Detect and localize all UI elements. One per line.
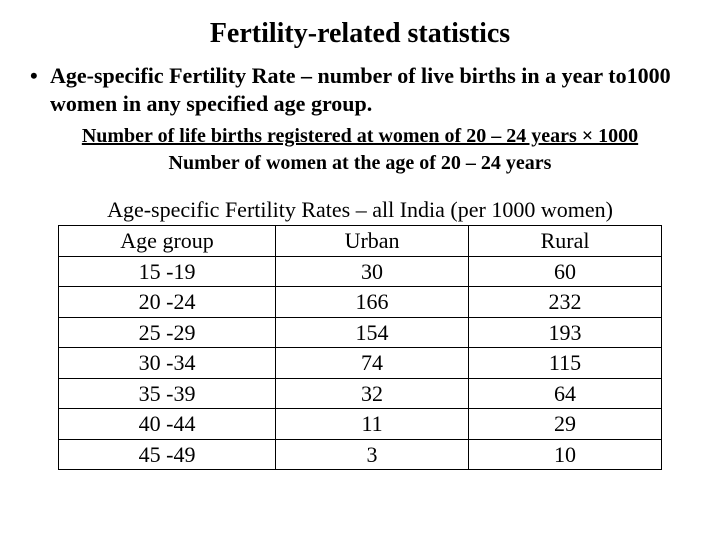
table-cell: 166 — [276, 287, 469, 318]
table-cell: 115 — [469, 348, 662, 379]
formula-numerator: Number of life births registered at wome… — [28, 123, 692, 150]
table-row: 15 -193060 — [59, 256, 662, 287]
col-header-urban: Urban — [276, 226, 469, 257]
table-cell: 15 -19 — [59, 256, 276, 287]
table-row: 20 -24166232 — [59, 287, 662, 318]
col-header-age: Age group — [59, 226, 276, 257]
table-cell: 29 — [469, 409, 662, 440]
table-section: Age-specific Fertility Rates – all India… — [28, 197, 692, 470]
table-cell: 193 — [469, 317, 662, 348]
table-row: 45 -49310 — [59, 439, 662, 470]
table-cell: 25 -29 — [59, 317, 276, 348]
table-cell: 45 -49 — [59, 439, 276, 470]
table-cell: 64 — [469, 378, 662, 409]
bullet-item: • Age-specific Fertility Rate – number o… — [28, 62, 692, 117]
bullet-marker: • — [28, 62, 50, 90]
table-cell: 30 — [276, 256, 469, 287]
table-cell: 11 — [276, 409, 469, 440]
table-cell: 154 — [276, 317, 469, 348]
fertility-table: Age group Urban Rural 15 -19306020 -2416… — [58, 225, 662, 470]
table-cell: 35 -39 — [59, 378, 276, 409]
table-row: 40 -441129 — [59, 409, 662, 440]
table-row: 30 -3474115 — [59, 348, 662, 379]
table-caption: Age-specific Fertility Rates – all India… — [58, 197, 662, 223]
table-cell: 3 — [276, 439, 469, 470]
table-cell: 74 — [276, 348, 469, 379]
table-cell: 40 -44 — [59, 409, 276, 440]
formula-denominator: Number of women at the age of 20 – 24 ye… — [28, 150, 692, 177]
col-header-rural: Rural — [469, 226, 662, 257]
table-header-row: Age group Urban Rural — [59, 226, 662, 257]
table-cell: 232 — [469, 287, 662, 318]
table-cell: 32 — [276, 378, 469, 409]
bullet-text: Age-specific Fertility Rate – number of … — [50, 62, 692, 117]
table-cell: 20 -24 — [59, 287, 276, 318]
table-cell: 30 -34 — [59, 348, 276, 379]
table-cell: 10 — [469, 439, 662, 470]
table-cell: 60 — [469, 256, 662, 287]
table-row: 25 -29154193 — [59, 317, 662, 348]
table-row: 35 -393264 — [59, 378, 662, 409]
formula-block: Number of life births registered at wome… — [28, 123, 692, 177]
page-title: Fertility-related statistics — [28, 18, 692, 50]
